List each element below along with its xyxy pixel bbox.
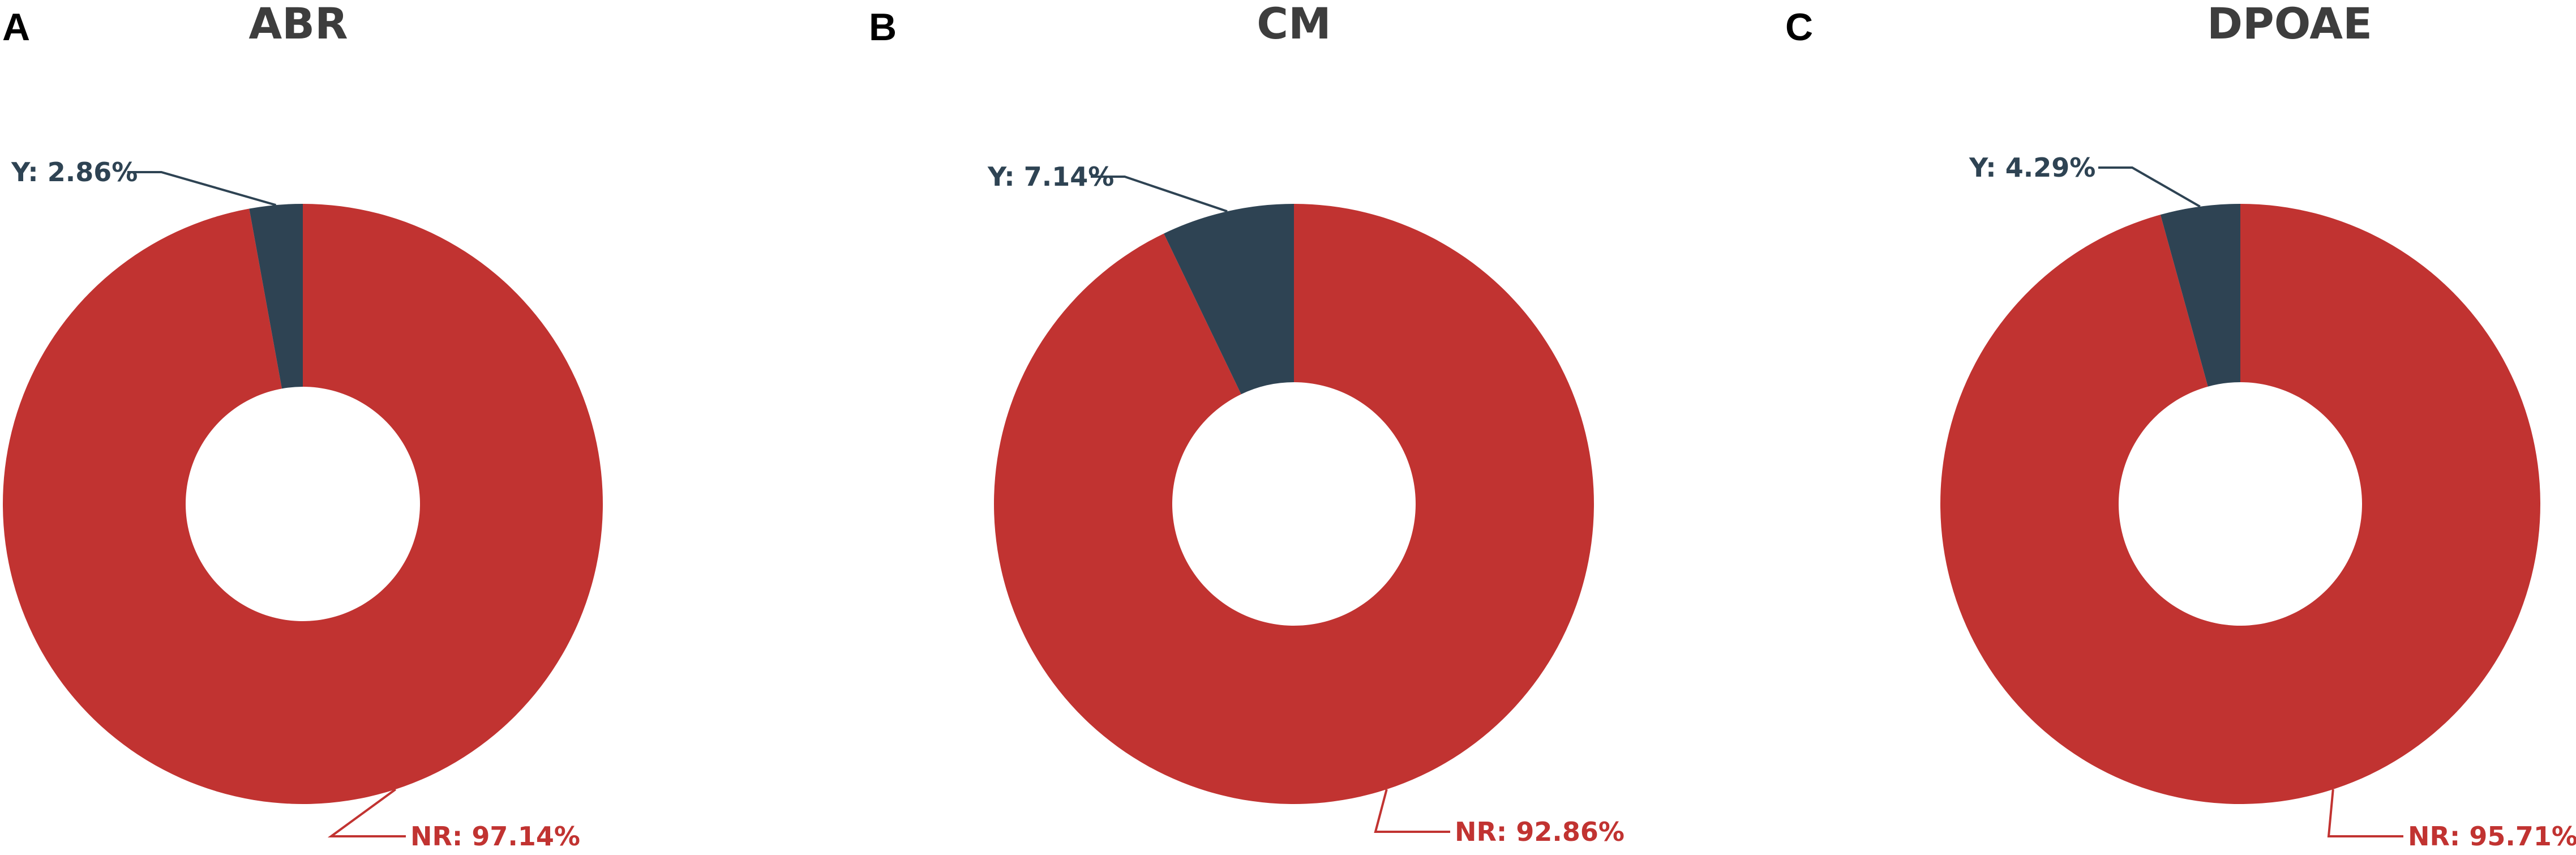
panel-letter: A [2, 6, 31, 49]
label-y: Y: 7.14% [987, 161, 1114, 192]
donut-chart-dpoae: Y: 4.29% NR: 95.71% [1940, 152, 2576, 852]
panel-b: B CM Y: 7.14% NR: 92.86% [859, 0, 1717, 855]
slice-nr [1940, 204, 2540, 804]
label-nr: NR: 95.71% [2408, 821, 2576, 852]
label-nr: NR: 97.14% [410, 821, 580, 852]
slice-nr [2, 204, 603, 804]
panel-c: C DPOAE Y: 4.29% NR: 95.71% [1717, 0, 2576, 855]
leader-line-nr [2327, 789, 2403, 837]
leader-line-y [2098, 166, 2201, 208]
slice-y [2160, 204, 2240, 387]
panel-a: A ABR Y: 2.86% NR: 97.14% [0, 0, 859, 855]
slice-y [249, 204, 303, 389]
leader-line-nr [1374, 789, 1450, 833]
chart-title: DPOAE [2206, 0, 2373, 49]
label-y: Y: 2.86% [11, 157, 138, 187]
panel-letter: B [869, 6, 897, 49]
leader-line-y [127, 171, 276, 207]
chart-title: CM [1257, 0, 1331, 49]
label-y: Y: 4.29% [1969, 152, 2095, 183]
donut-chart-cm: Y: 7.14% NR: 92.86% [987, 161, 1625, 847]
leader-line-nr [327, 788, 406, 837]
chart-title: ABR [248, 0, 348, 49]
label-nr: NR: 92.86% [1455, 816, 1625, 847]
panel-letter: C [1785, 6, 1814, 49]
donut-chart-abr: Y: 2.86% NR: 97.14% [2, 157, 603, 852]
leader-line-y [1091, 176, 1228, 213]
slice-nr [994, 204, 1594, 805]
slice-y [1164, 204, 1294, 395]
